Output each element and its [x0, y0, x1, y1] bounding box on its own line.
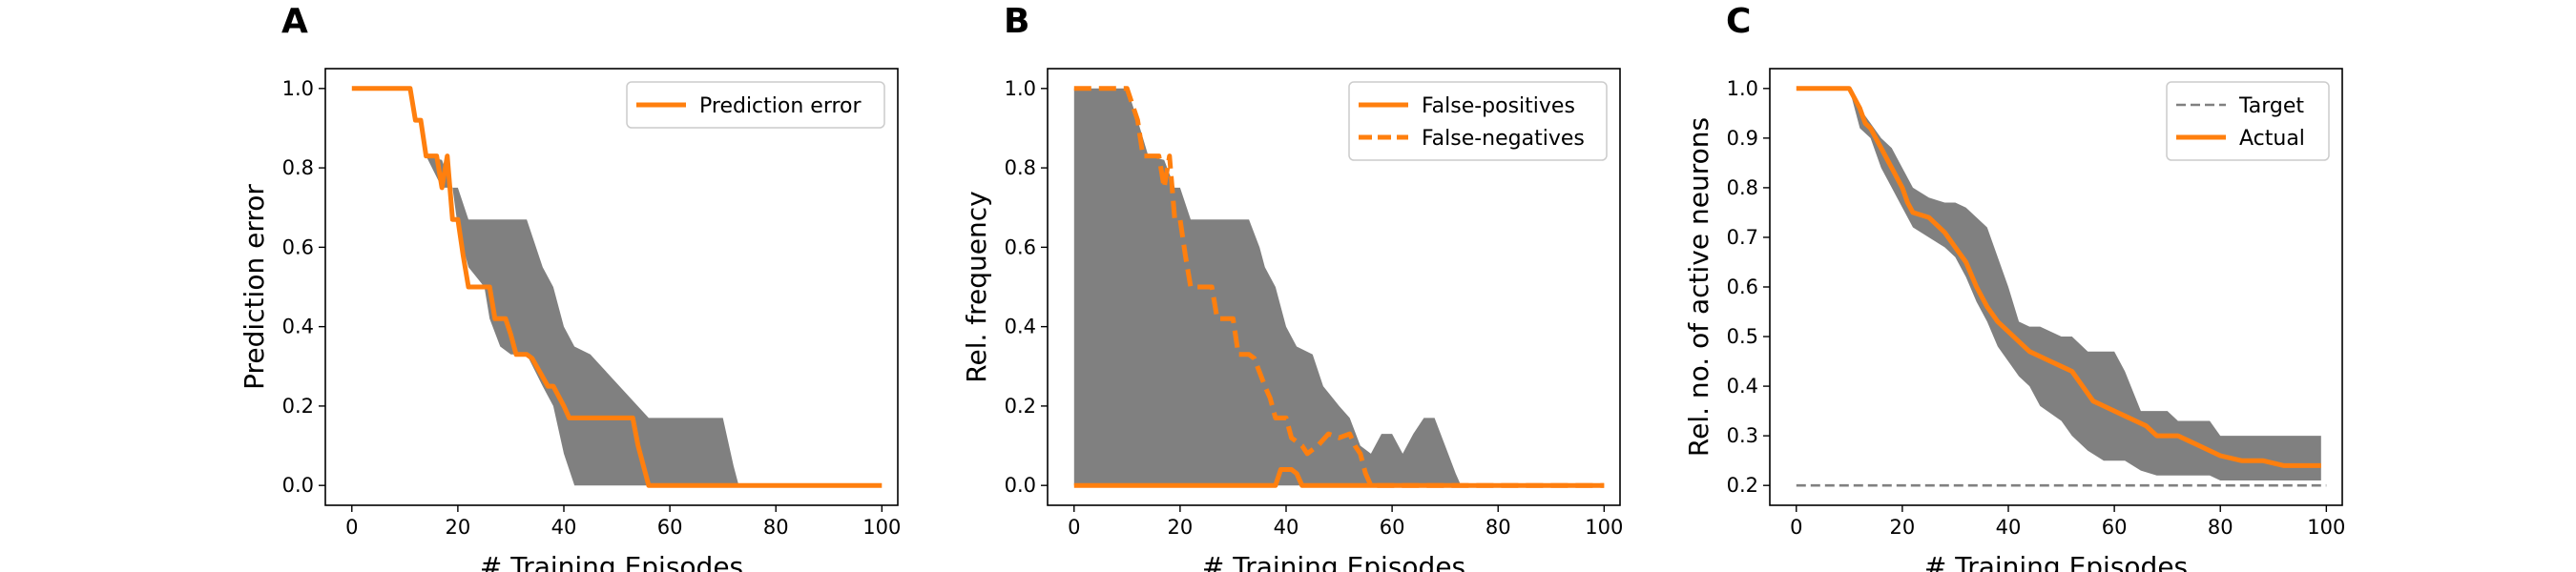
x-tick-label: 100 [2307, 516, 2345, 539]
y-axis-label: Prediction error [239, 184, 270, 390]
legend-box [626, 81, 885, 129]
y-tick-label: 0.3 [1727, 424, 1758, 447]
x-axis-label: # Training Episodes [1202, 551, 1465, 572]
y-tick-label: 0.6 [1005, 235, 1036, 258]
x-tick-label: 40 [551, 516, 577, 539]
y-axis-label: Rel. frequency [961, 191, 992, 382]
y-tick-label: 1.0 [1727, 77, 1758, 100]
y-tick-label: 0.4 [1005, 316, 1036, 338]
panel-letter: C [1726, 2, 1751, 41]
x-tick-label: 0 [345, 516, 358, 539]
y-tick-label: 0.2 [1727, 474, 1758, 497]
x-tick-label: 80 [2208, 516, 2233, 539]
legend: Target Actual [2166, 81, 2330, 161]
x-tick-label: 20 [446, 516, 471, 539]
legend-entry: Target [2238, 94, 2304, 118]
x-tick-label: 0 [1068, 516, 1080, 539]
x-tick-label: 40 [1996, 516, 2022, 539]
x-tick-label: 100 [862, 516, 901, 539]
y-tick-label: 0.9 [1727, 127, 1758, 150]
range-band [1073, 88, 1605, 486]
x-tick-label: 60 [657, 516, 683, 539]
panel-C: 0 20 40 60 80 100 0.2 0.3 0.4 0.5 0.6 0.7 0.8 0.9 1.0 #… [1683, 2, 2345, 572]
x-tick-label: 60 [1380, 516, 1405, 539]
x-tick-label: 60 [2102, 516, 2128, 539]
x-tick-label: 20 [1168, 516, 1194, 539]
legend-box [1348, 81, 1608, 161]
legend-entry: Prediction error [699, 94, 862, 118]
y-tick-label: 0.8 [282, 156, 314, 179]
y-tick-label: 0.8 [1005, 156, 1036, 179]
panel-letter: B [1004, 2, 1029, 41]
series-line-1 [1073, 86, 1605, 488]
x-tick-label: 0 [1790, 516, 1802, 539]
panel-letter: A [281, 2, 308, 41]
legend-box [2166, 81, 2330, 161]
panel-A: 0 20 40 60 80 100 0.0 0.2 0.4 0.6 0.8 1.0 # Training… [239, 2, 901, 572]
y-tick-label: 1.0 [1005, 77, 1036, 100]
x-tick-label: 40 [1274, 516, 1299, 539]
legend: Prediction error [626, 81, 885, 129]
y-tick-label: 0.0 [282, 474, 314, 497]
x-axis-label: # Training Episodes [1924, 551, 2188, 572]
panel-B: 0 20 40 60 80 100 0.0 0.2 0.4 0.6 0.8 1.0 # Training… [961, 2, 1623, 572]
y-tick-label: 0.6 [282, 235, 314, 258]
y-tick-label: 1.0 [282, 77, 314, 100]
legend-entry: False-positives [1422, 94, 1575, 118]
axes-frame [1047, 68, 1621, 506]
series-line-1 [1796, 86, 2321, 468]
x-tick-label: 100 [1585, 516, 1623, 539]
y-tick-label: 0.4 [1727, 375, 1758, 398]
legend: False-positives False-negatives [1348, 81, 1608, 161]
range-band [351, 88, 883, 486]
y-tick-label: 0.6 [1727, 276, 1758, 298]
y-tick-label: 0.0 [1005, 474, 1036, 497]
y-axis-label: Rel. no. of active neurons [1683, 117, 1714, 457]
series-line-0 [1073, 467, 1605, 488]
y-tick-label: 0.7 [1727, 226, 1758, 249]
axes-frame [324, 68, 899, 506]
y-tick-label: 0.4 [282, 316, 314, 338]
legend-entry: Actual [2239, 127, 2305, 151]
x-tick-label: 80 [1485, 516, 1511, 539]
range-band [1796, 88, 2321, 481]
legend-entry: False-negatives [1422, 127, 1585, 151]
x-tick-label: 20 [1890, 516, 1916, 539]
y-tick-label: 0.8 [1727, 176, 1758, 199]
series-line-0 [351, 86, 883, 488]
x-axis-label: # Training Episodes [480, 551, 743, 572]
y-tick-label: 0.2 [1005, 395, 1036, 418]
y-tick-label: 0.5 [1727, 325, 1758, 348]
y-tick-label: 0.2 [282, 395, 314, 418]
x-tick-label: 80 [763, 516, 789, 539]
